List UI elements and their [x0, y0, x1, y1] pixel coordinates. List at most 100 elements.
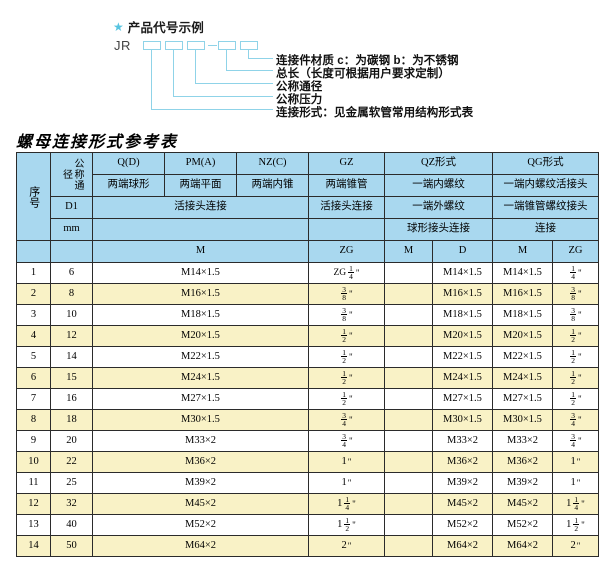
- cell-qz-m: [384, 367, 433, 389]
- header-desc-qz: 一端内螺纹: [384, 174, 493, 197]
- cell-pma-m: M33×2: [92, 430, 309, 452]
- gz-7-inch-mark: ": [349, 393, 353, 404]
- cell-gz-zg: 3 4 ": [308, 430, 385, 452]
- cell-seq: 10: [16, 451, 51, 473]
- cell-seq: 7: [16, 388, 51, 410]
- header-seq-line1: 序号: [27, 185, 40, 208]
- gz-13-inch-mark: ": [352, 519, 356, 530]
- qg-13-inch-mark: ": [581, 519, 585, 530]
- code-box-1: [143, 41, 161, 50]
- gz-14-whole: 2: [341, 539, 347, 551]
- cell-seq: 5: [16, 346, 51, 368]
- cell-qz-m: [384, 283, 433, 305]
- gz-11-inch-mark: ": [347, 477, 352, 488]
- cell-nominal-bore: 50: [50, 535, 93, 557]
- qg-8-inch-mark: ": [578, 414, 582, 425]
- gz-6-inch-mark: ": [349, 372, 353, 383]
- table-row: 11 25 M39×2 1 " M39×2 M39×2 1 ": [16, 472, 600, 494]
- code-box-4: [218, 41, 236, 50]
- header-seq: 序号: [16, 152, 51, 241]
- leader-line-h-4: [226, 70, 273, 72]
- cell-nominal-bore: 12: [50, 325, 93, 347]
- table-body: 1 6 M14×1.5 ZG 1 4 " M14×1.5 M14×1.5 1 4 " 2 8 M16×1.5…: [16, 262, 600, 557]
- leader-line-h-5: [248, 58, 273, 60]
- qg-12-inch-mark: ": [581, 498, 585, 509]
- cell-pma-m: M22×1.5: [92, 346, 309, 368]
- cell-qg-m: M27×1.5: [492, 388, 553, 410]
- header-dn-mm: mm: [50, 218, 93, 241]
- cell-qg-m: M24×1.5: [492, 367, 553, 389]
- table-row: 14 50 M64×2 2 " M64×2 M64×2 2 ": [16, 535, 600, 557]
- leader-line-v-3: [195, 50, 197, 84]
- cell-qz-d: M33×2: [432, 430, 493, 452]
- cell-qg-zg: 3 4 ": [551, 409, 600, 431]
- cell-pma-m: M20×1.5: [92, 325, 309, 347]
- code-box-2: [165, 41, 183, 50]
- header-unit-gz: ZG: [308, 240, 385, 263]
- cell-qz-m: [384, 409, 433, 431]
- cell-qg-m: M64×2: [492, 535, 553, 557]
- table-head: 序号 公称通径 Q(D) PM(A) NZ(C) GZ QZ形式 QG形式 两端…: [16, 152, 600, 263]
- cell-seq: 11: [16, 472, 51, 494]
- cell-seq: 3: [16, 304, 51, 326]
- cell-pma-m: M45×2: [92, 493, 309, 515]
- qg-12-whole: 1: [566, 497, 572, 509]
- table-row: 7 16 M27×1.5 1 2 " M27×1.5 M27×1.5 1 2 ": [16, 388, 600, 410]
- qg-7-inch-mark: ": [578, 393, 582, 404]
- cell-qg-zg: 1 ": [551, 451, 600, 473]
- cell-qz-d: M27×1.5: [432, 388, 493, 410]
- gz-14-inch-mark: ": [347, 540, 352, 551]
- leader-line-v-2: [173, 50, 175, 97]
- gz-3-inch-mark: ": [349, 309, 353, 320]
- cell-qz-d: M30×1.5: [432, 409, 493, 431]
- cell-qz-d: M16×1.5: [432, 283, 493, 305]
- header-desc-qd: 两端球形: [92, 174, 165, 197]
- header-nominal-bore: 公称通径: [50, 152, 93, 197]
- cell-nominal-bore: 8: [50, 283, 93, 305]
- cell-nominal-bore: 14: [50, 346, 93, 368]
- cell-pma-m: M14×1.5: [92, 262, 309, 284]
- qg-5-inch-mark: ": [578, 351, 582, 362]
- code-example-heading-label: 产品代号示例: [127, 21, 204, 35]
- gz-4-inch-mark: ": [349, 330, 353, 341]
- annotation-nominal-pressure: 公称压力: [276, 94, 323, 106]
- cell-qg-zg: 3 8 ": [551, 283, 600, 305]
- header-group-gz: GZ: [308, 152, 385, 175]
- cell-gz-zg: 1 1 2 ": [308, 514, 385, 536]
- gz-10-whole: 1: [341, 455, 347, 467]
- header-group-nzc: NZ(C): [236, 152, 309, 175]
- product-code-diagram: ★ 产品代号示例 JR 连接件材质 c：为碳钢 b：为不锈钢 总长（长度可根据用…: [0, 0, 600, 128]
- gz-12-whole: 1: [337, 497, 343, 509]
- qg-3-inch-mark: ": [578, 309, 582, 320]
- cell-qz-d: M52×2: [432, 514, 493, 536]
- code-example-heading: ★ 产品代号示例: [113, 17, 204, 36]
- leader-line-v-1: [151, 50, 153, 110]
- cell-qz-m: [384, 430, 433, 452]
- gz-1-prefix: ZG: [333, 267, 347, 278]
- header-conn-left: 活接头连接: [92, 196, 309, 219]
- cell-qg-zg: 1 2 ": [551, 367, 600, 389]
- cell-qz-d: M36×2: [432, 451, 493, 473]
- cell-nominal-bore: 32: [50, 493, 93, 515]
- cell-qg-m: M22×1.5: [492, 346, 553, 368]
- cell-qg-zg: 1 ": [551, 472, 600, 494]
- cell-seq: 12: [16, 493, 51, 515]
- cell-gz-zg: 1 ": [308, 472, 385, 494]
- cell-qg-zg: 1 2 ": [551, 325, 600, 347]
- table-row: 2 8 M16×1.5 3 8 " M16×1.5 M16×1.5 3 8 ": [16, 283, 600, 305]
- cell-seq: 2: [16, 283, 51, 305]
- cell-gz-zg: 3 8 ": [308, 283, 385, 305]
- gz-8-inch-mark: ": [349, 414, 353, 425]
- cell-seq: 8: [16, 409, 51, 431]
- cell-qg-zg: 1 2 ": [551, 388, 600, 410]
- cell-qg-zg: 1 4 ": [551, 262, 600, 284]
- cell-gz-zg: 2 ": [308, 535, 385, 557]
- cell-qg-m: M33×2: [492, 430, 553, 452]
- header-desc-nzc: 两端内锥: [236, 174, 309, 197]
- header-conn2-qg: 连接: [491, 218, 600, 241]
